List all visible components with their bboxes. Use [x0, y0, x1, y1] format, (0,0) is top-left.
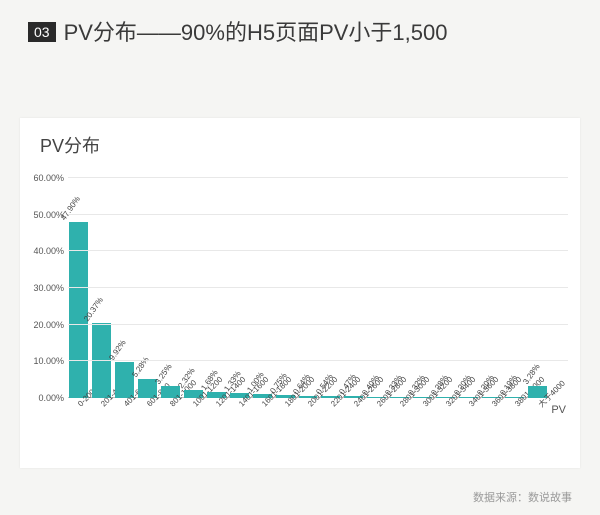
- grid-line: [68, 214, 568, 215]
- grid-line: [68, 287, 568, 288]
- page: 03 PV分布——90%的H5页面PV小于1,500 PV分布 47.90%0-…: [0, 0, 600, 515]
- grid-line: [68, 360, 568, 361]
- bar: 0.32%3001-3200: [412, 178, 433, 398]
- x-axis-title: PV: [551, 404, 566, 416]
- bar: 0.75%1801-2000: [275, 178, 296, 398]
- y-tick-label: 10.00%: [24, 356, 64, 366]
- bar: 1.00%1601-1800: [252, 178, 273, 398]
- y-tick-label: 50.00%: [24, 210, 64, 220]
- chart-title: PV分布: [40, 132, 100, 158]
- bar: 20.37%201-400: [91, 178, 112, 398]
- bar: 0.20%3601-3800: [481, 178, 502, 398]
- bar: 0.40%2601-2800: [366, 178, 387, 398]
- bar: 3.25%801-1000: [160, 178, 181, 398]
- section-heading: 03 PV分布——90%的H5页面PV小于1,500: [28, 18, 572, 48]
- bar: 0.20%3401-3600: [458, 178, 479, 398]
- bar: 2.32%1001-1200: [183, 178, 204, 398]
- bar: 5.28%601-800: [137, 178, 158, 398]
- data-source-label: 数据来源：数说故事: [473, 489, 572, 505]
- bar: 1.68%1201-1400: [206, 178, 227, 398]
- y-tick-label: 40.00%: [24, 246, 64, 256]
- bar: 0.19%3801-4000: [504, 178, 525, 398]
- y-tick-label: 0.00%: [24, 393, 64, 403]
- bar-rect: 47.90%: [69, 222, 88, 398]
- y-tick-label: 60.00%: [24, 173, 64, 183]
- y-tick-label: 30.00%: [24, 283, 64, 293]
- heading-text: PV分布——90%的H5页面PV小于1,500: [64, 18, 448, 48]
- bar: 1.33%1401-1600: [229, 178, 250, 398]
- bar: 47.90%0-200: [68, 178, 89, 398]
- bar: 9.92%401-600: [114, 178, 135, 398]
- bar: 0.47%2401-2600: [343, 178, 364, 398]
- grid-line: [68, 250, 568, 251]
- chart-card: PV分布 47.90%0-20020.37%201-4009.92%401-60…: [20, 118, 580, 468]
- chart-plot: 47.90%0-20020.37%201-4009.92%401-6005.28…: [68, 178, 568, 438]
- bar: 0.33%2801-3000: [389, 178, 410, 398]
- grid-line: [68, 177, 568, 178]
- bar: 0.64%2001-2200: [298, 178, 319, 398]
- bars-container: 47.90%0-20020.37%201-4009.92%401-6005.28…: [68, 178, 548, 398]
- bar: 3.28%大于4000: [527, 178, 548, 398]
- y-tick-label: 20.00%: [24, 320, 64, 330]
- bar: 0.54%2201-2400: [320, 178, 341, 398]
- bar: 0.28%3201-3400: [435, 178, 456, 398]
- grid-line: [68, 324, 568, 325]
- heading-badge: 03: [28, 22, 56, 42]
